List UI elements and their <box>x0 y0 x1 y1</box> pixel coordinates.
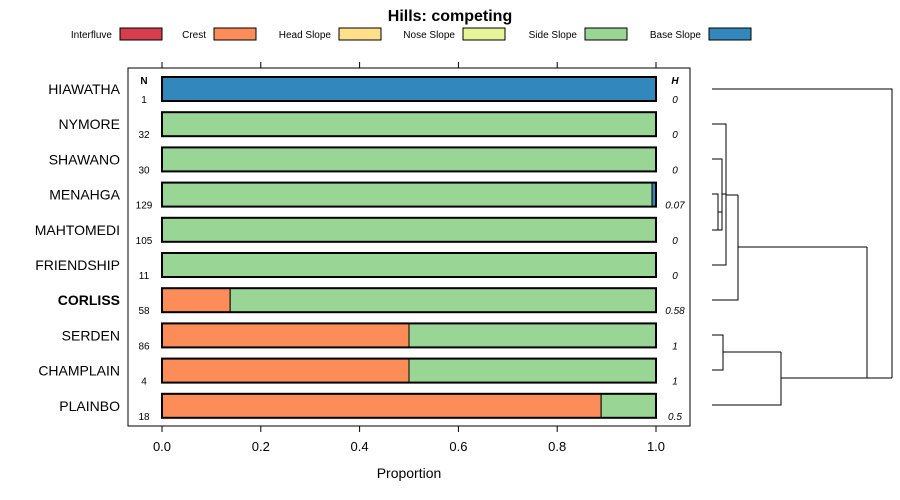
h-header: H <box>671 76 679 87</box>
row-label: FRIENDSHIP <box>35 257 120 273</box>
n-value: 58 <box>138 306 150 317</box>
row-label: HIAWATHA <box>48 81 120 97</box>
legend: Interfluve Crest Head Slope Nose Slope Side … <box>71 27 752 41</box>
h-value: 1 <box>672 341 678 352</box>
legend-swatch <box>584 27 628 41</box>
x-tick-label: 1.0 <box>647 439 665 454</box>
row-label: SERDEN <box>62 327 120 343</box>
legend-label: Side Slope <box>529 30 578 41</box>
n-value: 30 <box>138 165 150 176</box>
bar-segment <box>161 358 410 384</box>
dendrogram-branch <box>712 334 724 371</box>
row-label: SHAWANO <box>49 151 120 167</box>
x-tick-label: 0.2 <box>252 439 270 454</box>
chart-title: Hills: competing <box>388 8 512 25</box>
bar-segment <box>161 217 657 243</box>
bar-segment <box>161 76 657 102</box>
h-value: 1 <box>672 377 678 388</box>
bar-segment <box>408 322 657 348</box>
bar-outline <box>161 287 657 314</box>
row-label: CHAMPLAIN <box>38 363 120 379</box>
bar-outline <box>161 392 657 419</box>
n-value: 86 <box>138 341 150 352</box>
bar-segment <box>161 146 657 172</box>
n-value: 4 <box>141 377 147 388</box>
bar-outline <box>161 76 657 102</box>
legend-label: Base Slope <box>650 30 702 41</box>
row-label: MAHTOMEDI <box>35 222 120 238</box>
h-value: 0 <box>672 95 678 106</box>
bars <box>161 76 657 419</box>
h-value: 0 <box>672 271 678 282</box>
n-header: N <box>140 76 147 87</box>
h-value: 0 <box>672 130 678 141</box>
bar-segment <box>161 393 602 419</box>
n-value: 18 <box>138 412 150 423</box>
legend-swatch <box>462 27 506 41</box>
bar-outline <box>161 146 657 173</box>
legend-label: Crest <box>182 30 206 41</box>
legend-label: Nose Slope <box>403 30 455 41</box>
legend-label: Interfluve <box>71 30 113 41</box>
x-axis-label: Proportion <box>377 465 442 481</box>
bar-outline <box>161 322 657 349</box>
bar-segment <box>229 287 657 313</box>
bar-segment <box>161 287 231 313</box>
legend-swatch <box>708 27 752 41</box>
dendrogram-branch <box>712 195 739 301</box>
row-labels: HIAWATHA 1 0 NYMORE 32 0 SHAWANO 30 0 MENAHGA 129 0… <box>35 81 685 423</box>
row-label: NYMORE <box>59 116 120 132</box>
x-tick-label: 0.6 <box>449 439 467 454</box>
row-label: CORLISS <box>58 292 120 308</box>
legend-label: Head Slope <box>279 30 332 41</box>
legend-swatch <box>119 27 163 41</box>
dendrogram <box>712 88 893 406</box>
x-tick-label: 0.0 <box>153 439 171 454</box>
h-value: 0.58 <box>665 306 685 317</box>
h-value: 0.07 <box>665 201 685 212</box>
bar-segment <box>161 111 657 137</box>
legend-swatch <box>213 27 257 41</box>
h-value: 0.5 <box>668 412 682 423</box>
row-label: MENAHGA <box>49 187 120 203</box>
bar-outline <box>161 252 657 278</box>
h-value: 0 <box>672 236 678 247</box>
bar-segment <box>161 182 653 208</box>
bar-segment <box>600 393 657 419</box>
x-tick-label: 0.8 <box>548 439 566 454</box>
x-axis: 0.0 0.2 0.4 0.6 0.8 1.0 <box>153 62 665 454</box>
bar-outline <box>161 357 657 384</box>
bar-outline <box>161 111 657 138</box>
bar-segment <box>161 322 410 348</box>
n-value: 105 <box>136 236 153 247</box>
h-value: 0 <box>672 165 678 176</box>
plot-frame <box>127 67 691 427</box>
bar-outline <box>161 181 657 208</box>
n-value: 129 <box>136 201 153 212</box>
bar-segment <box>408 358 657 384</box>
bar-segment <box>161 252 657 278</box>
row-label: PLAINBO <box>59 398 120 414</box>
legend-swatch <box>338 27 382 41</box>
n-value: 11 <box>139 271 150 282</box>
dendrogram-branch <box>712 352 782 406</box>
dendrogram-branch <box>712 88 893 378</box>
n-value: 1 <box>141 95 147 106</box>
bar-outline <box>161 216 657 243</box>
n-value: 32 <box>138 130 150 141</box>
dendrogram-branch <box>712 193 719 231</box>
x-tick-label: 0.4 <box>351 439 369 454</box>
